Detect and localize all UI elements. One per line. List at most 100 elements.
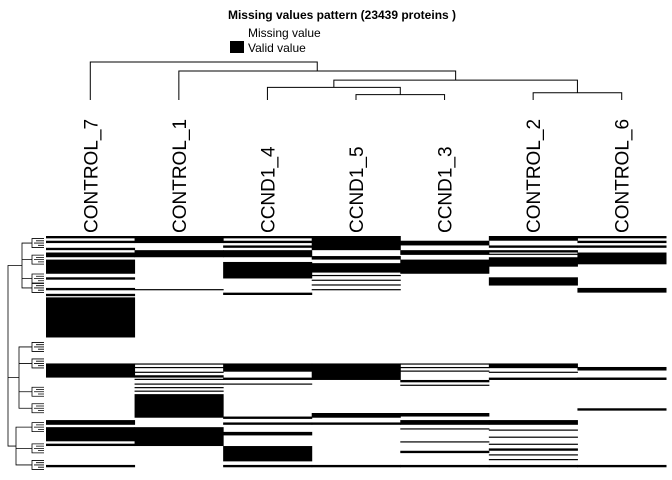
heatmap-cell-valid-1-3 — [134, 363, 224, 365]
column-label-4: CCND1_3 — [436, 146, 457, 233]
heatmap-cell-valid-2-0 — [223, 236, 313, 239]
heatmap-cell-valid-3-7 — [311, 363, 401, 380]
heatmap-cell-valid-1-7 — [134, 378, 224, 380]
legend-label-valid: Valid value — [248, 41, 306, 55]
heatmap-cell-valid-0-3 — [46, 252, 136, 258]
heatmap-cell-valid-3-6 — [311, 289, 401, 291]
column-dendrogram-branch-5 — [89, 61, 318, 100]
heatmap-cell-valid-1-12 — [134, 427, 224, 447]
heatmap-cell-valid-3-1 — [311, 256, 401, 260]
heatmap-cells — [46, 236, 667, 468]
heatmap-cell-valid-2-1 — [223, 240, 313, 244]
heatmap-cell-valid-2-10 — [223, 422, 313, 425]
heatmap-cell-valid-0-12 — [46, 443, 136, 447]
heatmap-cell-valid-2-6 — [223, 363, 313, 372]
heatmap-cell-valid-1-8 — [134, 383, 224, 385]
heatmap-cell-valid-6-9 — [577, 464, 667, 468]
heatmap-cell-valid-4-1 — [400, 250, 490, 255]
row-dendrogram-root — [7, 265, 22, 447]
heatmap-cell-valid-0-2 — [46, 247, 136, 251]
heatmap-cell-valid-6-5 — [577, 366, 667, 371]
heatmap-cell-valid-1-11 — [134, 394, 224, 418]
column-label-1: CONTROL_1 — [170, 119, 191, 233]
heatmap-cell-valid-6-1 — [577, 240, 667, 244]
heatmap-cell-valid-3-0 — [311, 236, 401, 251]
heatmap-cell-valid-4-13 — [400, 464, 490, 468]
heatmap-cell-valid-3-3 — [311, 274, 401, 277]
heatmap-cell-valid-5-9 — [488, 420, 578, 425]
heatmap-cell-valid-4-10 — [400, 428, 490, 430]
heatmap-cell-valid-5-13 — [488, 448, 578, 451]
heatmap-cell-valid-6-2 — [577, 245, 667, 248]
chart-title: Missing values pattern (23439 proteins ) — [228, 8, 456, 22]
heatmap-cell-valid-0-11 — [46, 427, 136, 442]
heatmap-cell-valid-6-8 — [577, 408, 667, 411]
heatmap-cell-valid-1-4 — [134, 366, 224, 369]
heatmap-cell-valid-4-5 — [400, 370, 490, 372]
heatmap-cell-valid-3-10 — [311, 464, 401, 468]
column-label-3: CCND1_5 — [347, 146, 368, 233]
heatmap-cell-valid-5-1 — [488, 245, 578, 248]
heatmap-cell-valid-4-11 — [400, 441, 490, 443]
row-dendrogram — [7, 238, 44, 470]
heatmap-cell-valid-2-7 — [223, 377, 313, 380]
heatmap-cell-valid-6-7 — [577, 377, 667, 379]
heatmap-cell-valid-4-0 — [400, 240, 490, 246]
heatmap-cell-valid-3-8 — [311, 413, 401, 418]
heatmap-cell-valid-6-3 — [577, 252, 667, 265]
legend: Missing value Valid value — [230, 26, 321, 55]
heatmap-cell-valid-0-8 — [46, 297, 136, 338]
legend-label-missing: Missing value — [248, 26, 321, 40]
heatmap-cell-valid-1-10 — [134, 390, 224, 392]
heatmap-cell-valid-4-3 — [400, 363, 490, 365]
heatmap-cell-valid-0-6 — [46, 287, 136, 291]
heatmap-cell-valid-4-4 — [400, 366, 490, 369]
heatmap-cell-valid-2-13 — [223, 464, 313, 468]
column-label-6: CONTROL_6 — [613, 119, 634, 233]
column-label-0: CONTROL_7 — [81, 119, 102, 233]
heatmap-cell-valid-5-4 — [488, 257, 578, 267]
column-label-2: CCND1_4 — [258, 146, 279, 233]
heatmap-cell-valid-4-9 — [400, 420, 490, 425]
heatmap-cell-valid-4-7 — [400, 384, 490, 386]
heatmap-cell-valid-2-8 — [223, 383, 313, 385]
heatmap-cell-valid-5-2 — [488, 250, 578, 253]
heatmap-cell-valid-1-1 — [134, 250, 224, 258]
heatmap-cell-valid-5-7 — [488, 371, 578, 373]
column-labels: CONTROL_7 CONTROL_1 CCND1_4 CCND1_5 CCND1_3 C… — [81, 119, 633, 233]
heatmap-cell-valid-2-9 — [223, 416, 313, 419]
heatmap-cell-valid-4-2 — [400, 259, 490, 274]
heatmap-cell-valid-2-2 — [223, 245, 313, 248]
heatmap-cell-valid-2-5 — [223, 292, 313, 295]
heatmap-cell-valid-5-10 — [488, 429, 578, 431]
heatmap-cell-valid-1-5 — [134, 371, 224, 373]
heatmap-cell-valid-2-12 — [223, 446, 313, 462]
heatmap-cell-valid-0-1 — [46, 240, 136, 244]
heatmap-cell-valid-0-7 — [46, 293, 136, 297]
heatmap-cell-valid-5-6 — [488, 363, 578, 369]
heatmap-cell-valid-3-9 — [311, 422, 401, 425]
heatmap-cell-valid-5-14 — [488, 454, 578, 456]
heatmap-cell-valid-1-2 — [134, 289, 224, 291]
heatmap-cell-valid-0-9 — [46, 363, 136, 378]
heatmap-cell-valid-0-4 — [46, 259, 136, 274]
heatmap-cell-valid-5-16 — [488, 464, 578, 468]
heatmap-cell-valid-1-9 — [134, 387, 224, 389]
heatmap-cell-valid-4-12 — [400, 450, 490, 454]
heatmap-cell-valid-5-8 — [488, 377, 578, 380]
heatmap-cell-valid-2-4 — [223, 261, 313, 279]
heatmap-cell-valid-5-11 — [488, 436, 578, 438]
heatmap-cell-valid-4-8 — [400, 413, 490, 417]
heatmap-cell-valid-2-11 — [223, 431, 313, 436]
heatmap-cell-valid-0-13 — [46, 464, 136, 468]
heatmap-cell-valid-5-12 — [488, 443, 578, 445]
heatmap-cell-valid-5-15 — [488, 459, 578, 461]
heatmap-cell-valid-6-0 — [577, 236, 667, 239]
heatmap-cell-valid-5-0 — [488, 236, 578, 241]
heatmap-cell-valid-3-4 — [311, 279, 401, 281]
heatmap-cell-valid-0-10 — [46, 420, 136, 425]
legend-swatch-valid — [230, 41, 244, 53]
heatmap-cell-valid-3-5 — [311, 284, 401, 286]
heatmap-cell-valid-0-0 — [46, 236, 136, 239]
